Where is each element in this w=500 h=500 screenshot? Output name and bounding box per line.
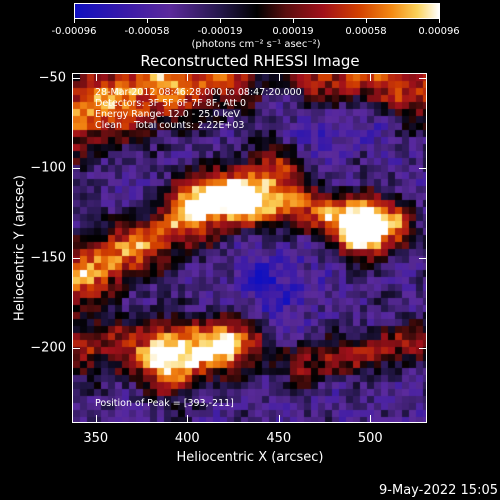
x-tick-mark: [187, 415, 189, 423]
x-tick-mark: [278, 415, 280, 423]
colorbar-tick: [439, 19, 440, 23]
colorbar-tick-label: 0.00096: [418, 26, 460, 37]
y-tick-label: −50: [38, 70, 66, 86]
colorbar-tick: [366, 19, 367, 23]
x-tick-mark: [95, 415, 97, 423]
colorbar-tick-label: 0.00058: [345, 26, 387, 37]
annotation-time: 28-Mar-2012 08:46:28.000 to 08:47:20.000: [95, 87, 302, 98]
y-tick-mark: [419, 347, 427, 349]
colorbar-tick-label: -0.00019: [197, 26, 243, 37]
colorbar-tick-label: -0.00058: [124, 26, 170, 37]
x-tick-label: 450: [266, 431, 292, 446]
x-tick-mark: [370, 415, 372, 423]
y-axis-title: Heliocentric Y (arcsec): [12, 175, 28, 321]
x-axis-title: Heliocentric X (arcsec): [176, 450, 324, 465]
y-tick-mark: [72, 257, 80, 259]
y-tick-label: −100: [30, 160, 66, 176]
x-tick-mark: [370, 73, 372, 81]
chart-title: Reconstructed RHESSI Image: [140, 52, 360, 70]
x-tick-label: 400: [174, 431, 200, 446]
x-tick-mark: [95, 73, 97, 81]
colorbar-tick: [293, 19, 294, 23]
y-tick-mark: [72, 168, 80, 170]
y-tick-mark: [419, 78, 427, 80]
y-tick-mark: [72, 78, 80, 80]
colorbar-tick-label: 0.00019: [272, 26, 314, 37]
peak-position-label: Position of Peak = [393,-211]: [95, 398, 234, 409]
annotation-energy: Energy Range: 12.0 - 25.0 keV: [95, 109, 240, 120]
generation-date: 9-May-2022 15:05: [379, 483, 498, 498]
x-tick-label: 500: [357, 431, 383, 446]
colorbar-tick-label: -0.00096: [51, 26, 97, 37]
colorbar-units: (photons cm⁻² s⁻¹ asec⁻²): [191, 39, 321, 50]
y-tick-mark: [419, 168, 427, 170]
y-tick-mark: [419, 257, 427, 259]
heatmap-image: [73, 74, 426, 422]
colorbar-tick: [220, 19, 221, 23]
y-tick-label: −200: [30, 340, 66, 356]
colorbar-tick: [74, 19, 75, 23]
annotation-counts: Clean Total counts: 2.22E+03: [95, 120, 245, 131]
y-tick-label: −150: [30, 250, 66, 266]
x-tick-mark: [187, 73, 189, 81]
annotation-detectors: Detectors: 3F 5F 6F 7F 8F, Att 0: [95, 98, 247, 109]
x-tick-label: 350: [83, 431, 109, 446]
colorbar: [74, 3, 440, 19]
colorbar-tick: [147, 19, 148, 23]
y-tick-mark: [72, 347, 80, 349]
x-tick-mark: [278, 73, 280, 81]
plot-area: 28-Mar-2012 08:46:28.000 to 08:47:20.000…: [72, 73, 427, 423]
